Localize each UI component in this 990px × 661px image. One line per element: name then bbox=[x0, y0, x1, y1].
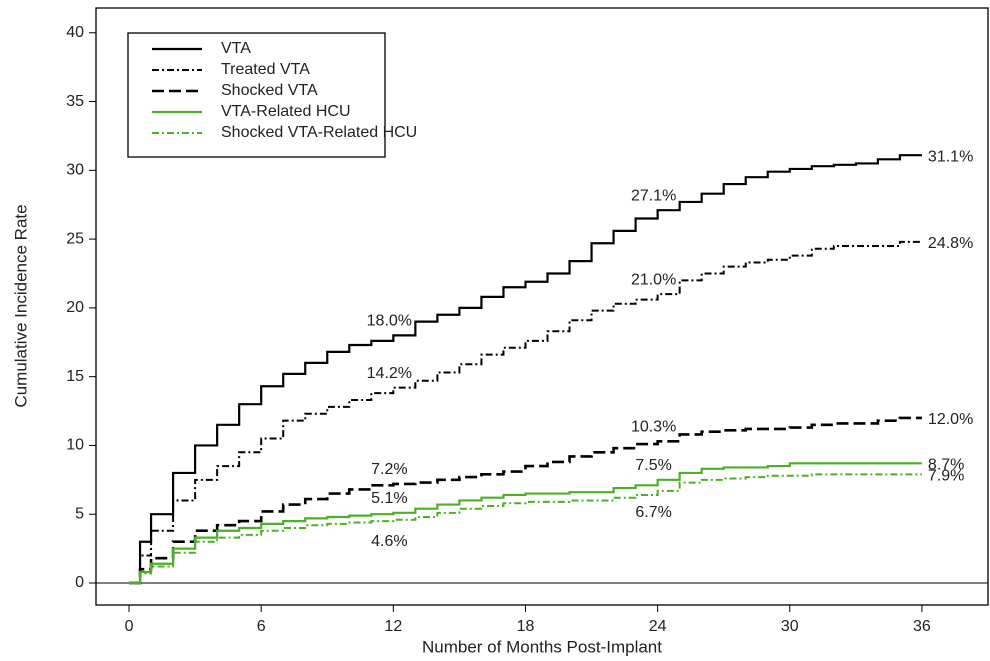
y-tick-label: 5 bbox=[75, 505, 84, 522]
data-label: 7.9% bbox=[928, 468, 964, 485]
y-tick-label: 20 bbox=[66, 299, 84, 316]
x-tick-label: 36 bbox=[913, 618, 931, 635]
y-tick-label: 35 bbox=[66, 93, 84, 110]
y-tick-label: 0 bbox=[75, 574, 84, 591]
x-tick-label: 0 bbox=[125, 618, 134, 635]
series-line bbox=[129, 154, 922, 585]
y-tick-label: 40 bbox=[66, 24, 84, 41]
data-label: 10.3% bbox=[631, 419, 676, 436]
y-axis-title: Cumulative Incidence Rate bbox=[11, 204, 30, 407]
y-tick-label: 30 bbox=[66, 162, 84, 179]
data-label: 27.1% bbox=[631, 187, 676, 204]
data-label: 8.7% bbox=[928, 457, 964, 474]
data-label: 14.2% bbox=[367, 365, 412, 382]
x-tick-label: 6 bbox=[257, 618, 266, 635]
legend-label: Shocked VTA-Related HCU bbox=[221, 124, 417, 141]
data-label: 21.0% bbox=[631, 271, 676, 288]
series-line bbox=[129, 416, 922, 585]
data-label: 24.8% bbox=[928, 235, 973, 252]
data-label: 5.1% bbox=[371, 490, 407, 507]
legend-label: Shocked VTA bbox=[221, 82, 318, 99]
data-label: 12.0% bbox=[928, 411, 973, 428]
series-line bbox=[129, 240, 922, 584]
series-line bbox=[129, 473, 922, 584]
plot-frame bbox=[95, 7, 989, 606]
legend-label: VTA-Related HCU bbox=[221, 103, 351, 120]
y-tick-label: 10 bbox=[66, 437, 84, 454]
data-label: 6.7% bbox=[635, 504, 671, 521]
data-label: 4.6% bbox=[371, 533, 407, 550]
x-axis-title: Number of Months Post-Implant bbox=[422, 637, 662, 656]
legend-label: VTA bbox=[221, 40, 251, 57]
data-label: 18.0% bbox=[367, 313, 412, 330]
data-label: 31.1% bbox=[928, 148, 973, 165]
x-tick-label: 24 bbox=[649, 618, 667, 635]
legend-box bbox=[127, 32, 386, 158]
data-label: 7.2% bbox=[371, 461, 407, 478]
x-tick-label: 12 bbox=[384, 618, 402, 635]
y-tick-label: 25 bbox=[66, 230, 84, 247]
series-line bbox=[129, 462, 922, 585]
y-tick-label: 15 bbox=[66, 368, 84, 385]
data-label: 7.5% bbox=[635, 457, 671, 474]
legend-label: Treated VTA bbox=[221, 61, 310, 78]
x-tick-label: 30 bbox=[781, 618, 799, 635]
x-tick-label: 18 bbox=[517, 618, 535, 635]
